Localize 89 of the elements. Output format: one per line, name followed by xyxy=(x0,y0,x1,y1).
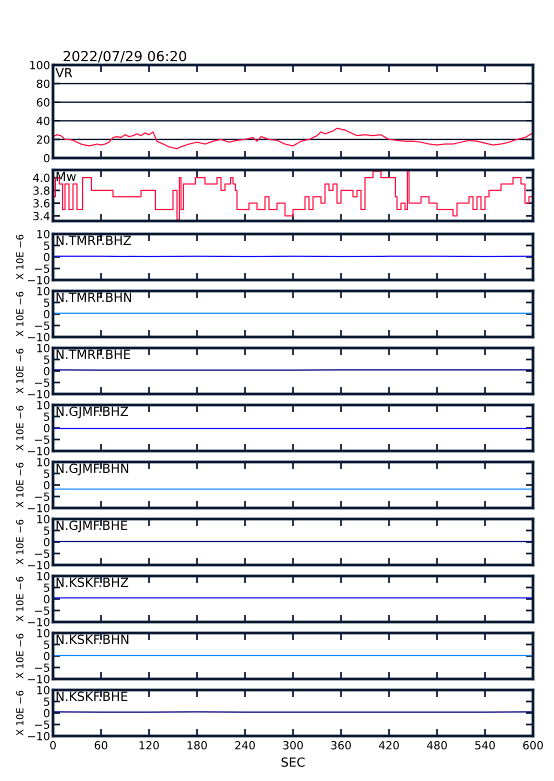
y-tick-label: 0 xyxy=(44,366,50,376)
y-tick-label: −5 xyxy=(35,492,50,501)
y-axis-title: X 10E −6 xyxy=(16,348,24,394)
x-tick-label: 0 xyxy=(50,741,56,750)
y-tick-label: 0 xyxy=(44,652,50,660)
chart-title: N.TMRF.BHN xyxy=(56,292,132,302)
y-tick-label: 5 xyxy=(44,470,50,478)
y-axis-title: X 10E −6 xyxy=(16,576,24,622)
chart-title: N.GJMF.BHZ xyxy=(56,406,128,418)
y-tick-label: 60 xyxy=(36,98,50,107)
y-tick-label: −5 xyxy=(35,378,50,387)
y-tick-label: 10 xyxy=(37,514,50,524)
chart-title: N.TMRF.BHZ xyxy=(56,236,131,245)
y-tick-label: 0 xyxy=(44,154,50,162)
chart-title: N.KSKF.BHZ xyxy=(56,578,128,588)
y-tick-label: 5 xyxy=(44,356,50,364)
y-tick-label: 10 xyxy=(37,400,50,410)
y-tick-label: 4.0 xyxy=(33,174,50,182)
y-tick-label: 5 xyxy=(44,526,50,535)
y-tick-label: 3.6 xyxy=(33,199,50,208)
y-tick-label: 5 xyxy=(44,584,50,592)
x-axis-title: SEC xyxy=(282,757,305,767)
x-tick-label: 360 xyxy=(331,741,351,750)
y-tick-label: 5 xyxy=(44,640,50,649)
y-tick-label: 20 xyxy=(36,135,50,144)
chart-title: N.GJMF.BHN xyxy=(56,464,128,476)
x-tick-label: 480 xyxy=(426,741,447,750)
y-tick-label: 3.4 xyxy=(33,212,50,220)
y-tick-label: 0 xyxy=(44,424,50,432)
y-tick-label: 10 xyxy=(37,628,50,638)
y-axis-title: X 10E −6 xyxy=(16,690,24,736)
y-tick-label: −10 xyxy=(28,560,50,570)
y-tick-label: −5 xyxy=(35,550,50,558)
y-tick-label: 0 xyxy=(44,480,50,490)
y-tick-label: −10 xyxy=(28,446,50,456)
chart-title: N.TMRF.BHE xyxy=(56,350,130,359)
y-tick-label: 5 xyxy=(44,298,50,307)
x-tick-label: 240 xyxy=(235,741,255,750)
y-tick-label: 10 xyxy=(37,286,50,296)
y-tick-label: 0 xyxy=(44,252,50,262)
y-axis-title: X 10E −6 xyxy=(16,462,24,508)
text: 2022/07/29 06:20 xyxy=(64,50,186,62)
y-tick-label: 0 xyxy=(44,310,50,318)
y-tick-label: 40 xyxy=(36,116,50,126)
x-tick-label: 300 xyxy=(283,741,303,750)
chart-title: Mw xyxy=(56,172,76,182)
y-tick-label: −10 xyxy=(28,674,50,684)
x-tick-label: 600 xyxy=(523,741,543,750)
y-tick-label: 10 xyxy=(37,686,50,694)
y-tick-label: 10 xyxy=(37,344,50,352)
y-tick-label: −5 xyxy=(35,436,50,444)
x-tick-label: 180 xyxy=(188,741,207,750)
y-axis-title: X 10E −6 xyxy=(16,234,24,280)
y-axis-title: X 10E −6 xyxy=(16,292,24,337)
y-tick-label: −5 xyxy=(35,606,50,615)
y-tick-label: 10 xyxy=(37,230,50,238)
y-tick-label: −5 xyxy=(35,664,50,672)
x-tick-label: 120 xyxy=(140,741,159,750)
chart-title: N.GJMF.BHE xyxy=(56,520,128,532)
y-tick-label: 3.8 xyxy=(33,186,50,195)
y-tick-label: −10 xyxy=(28,390,50,398)
y-tick-label: −5 xyxy=(35,720,50,729)
chart-title: N.KSKF.BHN xyxy=(56,634,128,644)
y-tick-label: 100 xyxy=(30,60,50,70)
y-axis-title: X 10E −6 xyxy=(16,634,24,679)
y-tick-label: −5 xyxy=(35,264,50,273)
line-series xyxy=(53,128,533,150)
y-tick-label: −10 xyxy=(28,732,50,740)
y-tick-label: 5 xyxy=(44,412,50,421)
chart-title: N.KSKF.BHE xyxy=(56,692,128,702)
y-tick-label: 0 xyxy=(44,594,50,604)
chart-title: VR xyxy=(56,68,72,78)
y-tick-label: −10 xyxy=(28,276,50,284)
x-tick-label: 60 xyxy=(94,741,108,750)
y-tick-label: −10 xyxy=(28,618,50,626)
y-tick-label: −5 xyxy=(35,322,50,330)
y-tick-label: −10 xyxy=(28,332,50,342)
y-tick-label: 5 xyxy=(44,242,50,250)
x-tick-label: 540 xyxy=(475,741,495,750)
y-axis-title: X 10E −6 xyxy=(16,520,24,565)
y-axis-title: X 10E −6 xyxy=(16,406,24,451)
y-tick-label: 5 xyxy=(44,698,50,706)
x-tick-label: 420 xyxy=(378,741,399,750)
y-tick-label: −10 xyxy=(28,504,50,512)
y-tick-label: 10 xyxy=(37,458,50,466)
y-tick-label: 0 xyxy=(44,538,50,546)
y-tick-label: 80 xyxy=(36,80,50,88)
y-tick-label: 10 xyxy=(37,572,50,580)
y-tick-label: 0 xyxy=(44,708,50,718)
